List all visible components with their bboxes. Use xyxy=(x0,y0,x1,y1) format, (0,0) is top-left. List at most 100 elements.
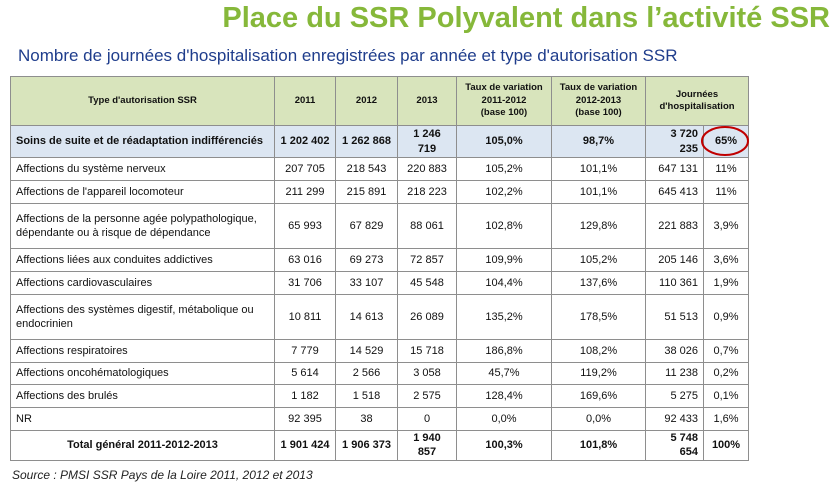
table-cell: 129,8% xyxy=(551,203,646,249)
table-cell: 92 395 xyxy=(274,407,336,431)
table-cell: 14 529 xyxy=(335,339,398,363)
table-cell: 100% xyxy=(702,430,750,461)
table-cell: 0,2% xyxy=(702,362,750,385)
header-line: (base 100) xyxy=(480,107,528,119)
table-row: Affections oncohématologiques 5 614 2 566 3… xyxy=(10,362,750,385)
data-table: Type d'autorisation SSR 2011 2012 2013 Taux … xyxy=(10,76,750,461)
table-cell: 109,9% xyxy=(456,248,552,272)
table-cell: 5 275 xyxy=(645,384,704,408)
table-cell: 101,1% xyxy=(551,157,646,181)
table-cell: 65 993 xyxy=(274,203,336,249)
table-cell: 63 016 xyxy=(274,248,336,272)
header-line: Journées xyxy=(675,88,719,100)
page-title: Place du SSR Polyvalent dans l’activité … xyxy=(222,2,830,34)
table-cell: 105,0% xyxy=(456,125,552,158)
table-cell: 101,1% xyxy=(551,180,646,204)
table-cell: 220 883 xyxy=(397,157,457,181)
table-cell: 0,9% xyxy=(702,294,750,340)
table-cell: 105,2% xyxy=(456,157,552,181)
table-row: Affections liées aux conduites addictive… xyxy=(10,248,750,272)
table-row: NR 92 395 38 0 0,0% 0,0% 92 433 1,6% xyxy=(10,407,750,431)
table-row: Total général 2011-2012-2013 1 901 424 1 9… xyxy=(10,430,750,461)
table-cell: 101,8% xyxy=(551,430,646,461)
table-cell: 102,2% xyxy=(456,180,552,204)
table-row: Affections de l'appareil locomoteur 211 2… xyxy=(10,180,750,204)
table-cell: 3,9% xyxy=(702,203,750,249)
table-row: Affections respiratoires 7 779 14 529 15 71… xyxy=(10,339,750,363)
header-cell: Taux de variation 2011-2012 (base 100) xyxy=(456,76,552,126)
table-cell: 218 543 xyxy=(335,157,398,181)
table-cell: 11% xyxy=(702,157,750,181)
table-cell: 0,1% xyxy=(702,384,750,408)
table-cell: 69 273 xyxy=(335,248,398,272)
table-cell: 11% xyxy=(702,180,750,204)
table-cell: 1,6% xyxy=(702,407,750,431)
table-cell: 215 891 xyxy=(335,180,398,204)
header-row: Type d'autorisation SSR 2011 2012 2013 Taux … xyxy=(10,76,750,126)
table-cell: 10 811 xyxy=(274,294,336,340)
row-label: Affections de l'appareil locomoteur xyxy=(10,180,275,204)
table-cell: 15 718 xyxy=(397,339,457,363)
header-cell: Type d'autorisation SSR xyxy=(10,76,275,126)
table-cell: 135,2% xyxy=(456,294,552,340)
header-cell: 2013 xyxy=(397,76,457,126)
table-cell: 0,7% xyxy=(702,339,750,363)
table-cell: 11 238 xyxy=(645,362,704,385)
row-label: Soins de suite et de réadaptation indiff… xyxy=(10,125,275,158)
table-cell: 5 748 654 xyxy=(645,430,704,461)
table-cell: 1 202 402 xyxy=(274,125,336,158)
table-cell: 3,6% xyxy=(702,248,750,272)
table-cell: 1,9% xyxy=(702,271,750,295)
table-cell: 1 518 xyxy=(335,384,398,408)
table-row: Affections des systèmes digestif, métabo… xyxy=(10,294,750,340)
table-cell: 72 857 xyxy=(397,248,457,272)
table-cell: 7 779 xyxy=(274,339,336,363)
table-cell: 207 705 xyxy=(274,157,336,181)
table-cell: 1 940 857 xyxy=(397,430,457,461)
table-cell: 3 720 235 xyxy=(645,125,704,158)
table-cell: 105,2% xyxy=(551,248,646,272)
table-cell: 104,4% xyxy=(456,271,552,295)
row-label: Affections liées aux conduites addictive… xyxy=(10,248,275,272)
table-cell: 100,3% xyxy=(456,430,552,461)
table-cell: 33 107 xyxy=(335,271,398,295)
row-label: Affections des systèmes digestif, métabo… xyxy=(10,294,275,340)
header-cell: Taux de variation 2012-2013 (base 100) xyxy=(551,76,646,126)
header-line: (base 100) xyxy=(575,107,622,119)
row-label: Affections des brulés xyxy=(10,384,275,408)
header-line: 2012-2013 xyxy=(575,94,622,106)
table-cell: 211 299 xyxy=(274,180,336,204)
source-note: Source : PMSI SSR Pays de la Loire 2011,… xyxy=(12,468,313,482)
header-cell: Journées d'hospitalisation xyxy=(644,76,750,126)
table-cell: 221 883 xyxy=(645,203,704,249)
table-cell: 38 026 xyxy=(645,339,704,363)
table-cell: 205 146 xyxy=(645,248,704,272)
table-cell: 98,7% xyxy=(551,125,646,158)
table-cell: 128,4% xyxy=(456,384,552,408)
row-label: NR xyxy=(10,407,275,431)
table-cell: 45 548 xyxy=(397,271,457,295)
table-cell: 108,2% xyxy=(551,339,646,363)
header-cell: 2012 xyxy=(335,76,398,126)
header-line: 2012 xyxy=(355,94,378,106)
table-cell: 1 901 424 xyxy=(274,430,336,461)
table-cell: 102,8% xyxy=(456,203,552,249)
table-row: Soins de suite et de réadaptation indiff… xyxy=(10,125,750,158)
header-line: 2011-2012 xyxy=(481,94,527,106)
header-line: Taux de variation xyxy=(465,82,543,94)
row-label: Affections oncohématologiques xyxy=(10,362,275,385)
table-cell: 647 131 xyxy=(645,157,704,181)
table-cell: 0,0% xyxy=(456,407,552,431)
table-cell: 5 614 xyxy=(274,362,336,385)
table-cell: 1 246 719 xyxy=(397,125,457,158)
table-cell: 3 058 xyxy=(397,362,457,385)
table-cell: 137,6% xyxy=(551,271,646,295)
table-row: Affections des brulés 1 182 1 518 2 575 128,… xyxy=(10,384,750,408)
table-cell: 2 575 xyxy=(397,384,457,408)
row-label: Affections du système nerveux xyxy=(10,157,275,181)
table-cell: 26 089 xyxy=(397,294,457,340)
header-cell: 2011 xyxy=(274,76,336,126)
table-cell: 14 613 xyxy=(335,294,398,340)
table-cell: 1 182 xyxy=(274,384,336,408)
